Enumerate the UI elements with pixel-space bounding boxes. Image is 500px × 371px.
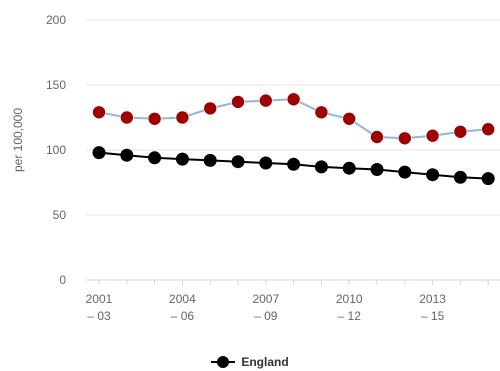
y-tick-label: 50 xyxy=(53,208,67,222)
y-tick-label: 0 xyxy=(59,273,66,287)
data-point[interactable] xyxy=(398,165,412,179)
x-tick-label-range: – 09 xyxy=(254,309,278,323)
x-tick-label: 2007 xyxy=(252,292,279,306)
data-point[interactable] xyxy=(203,101,217,116)
x-axis: 2001 – 03 2004 – 06 2007 – 09 2010 – 12 2013 – 15 xyxy=(86,280,489,323)
data-point[interactable] xyxy=(203,153,217,167)
x-tick-label-range: – 03 xyxy=(87,309,111,323)
data-point[interactable] xyxy=(481,172,495,186)
x-tick-label: 2010 xyxy=(336,292,363,306)
data-point[interactable] xyxy=(175,110,190,125)
series-layer xyxy=(92,92,496,186)
data-point[interactable] xyxy=(453,125,468,139)
legend-label-england: England xyxy=(241,355,289,369)
x-tick-label: 2013 xyxy=(419,292,446,306)
data-point[interactable] xyxy=(397,131,412,146)
data-point[interactable] xyxy=(258,93,273,108)
data-point[interactable] xyxy=(342,112,357,126)
data-point[interactable] xyxy=(147,112,162,126)
x-tick-label-range: – 06 xyxy=(171,309,195,323)
x-tick-label: 2001 xyxy=(86,292,113,306)
data-point[interactable] xyxy=(370,130,384,144)
data-point[interactable] xyxy=(92,105,106,120)
data-point[interactable] xyxy=(287,157,301,171)
data-point[interactable] xyxy=(425,128,440,143)
data-point[interactable] xyxy=(120,148,134,162)
data-point[interactable] xyxy=(231,155,245,169)
data-point[interactable] xyxy=(370,163,384,176)
y-tick-label: 150 xyxy=(46,78,66,92)
series-area[interactable] xyxy=(92,92,496,146)
data-point[interactable] xyxy=(342,161,356,175)
y-axis-label: per 100,000 xyxy=(11,108,25,172)
data-point[interactable] xyxy=(426,168,440,182)
data-point[interactable] xyxy=(453,170,467,184)
x-tick-label-range: – 15 xyxy=(421,309,445,323)
series-england[interactable] xyxy=(92,146,495,186)
y-axis: 0 50 100 150 200 xyxy=(46,13,66,287)
data-point[interactable] xyxy=(481,122,496,136)
y-tick-label: 100 xyxy=(46,143,66,157)
legend-marker-england xyxy=(211,356,236,368)
data-point[interactable] xyxy=(259,156,273,170)
data-point[interactable] xyxy=(120,110,134,125)
y-tick-label: 200 xyxy=(46,13,66,27)
data-point[interactable] xyxy=(92,146,106,160)
data-point[interactable] xyxy=(148,151,162,165)
data-point[interactable] xyxy=(286,92,301,107)
data-point[interactable] xyxy=(231,95,245,109)
gridlines xyxy=(86,19,500,281)
x-tick-label-range: – 12 xyxy=(338,309,362,323)
data-point[interactable] xyxy=(314,105,329,120)
legend[interactable]: England xyxy=(0,353,500,371)
data-point[interactable] xyxy=(314,160,328,174)
x-tick-label: 2004 xyxy=(169,292,196,306)
data-point[interactable] xyxy=(175,152,189,166)
